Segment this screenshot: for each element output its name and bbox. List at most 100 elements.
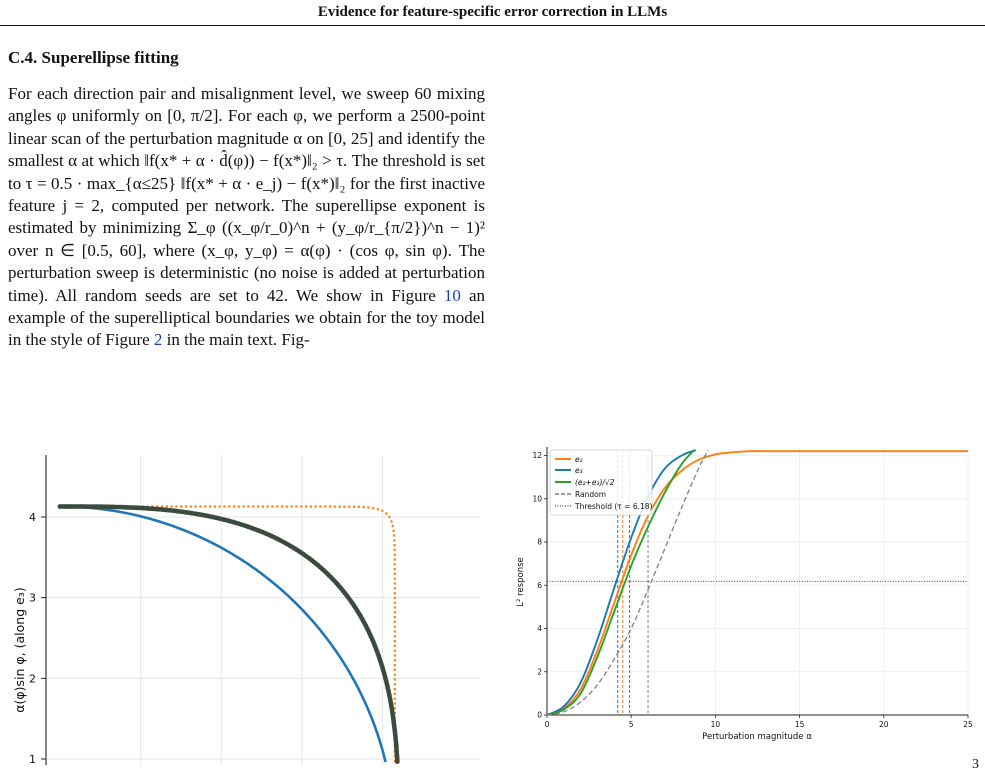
superellipse-dot (240, 522, 246, 528)
superellipse-dot (315, 562, 321, 568)
superellipse-dot (386, 690, 392, 696)
right-y-ticks: 0 2 4 6 8 10 12 (532, 451, 547, 720)
right-y-tick-label-2: 2 (537, 667, 542, 676)
superellipse-dot (383, 678, 389, 684)
superellipse-dot (184, 510, 190, 515)
superellipse-dot (126, 505, 132, 510)
superellipse-dot (211, 514, 217, 520)
superellipse-dot (298, 550, 304, 556)
right-y-tick-label-6: 6 (537, 581, 542, 590)
superellipse-dot (390, 715, 396, 721)
superellipse-dot (352, 605, 358, 610)
superellipse-dot (325, 571, 330, 577)
superellipse-dot (394, 754, 400, 760)
superellipse-dot (355, 609, 361, 615)
superellipse-dot (287, 543, 293, 549)
legend-label-threshold: Threshold (τ = 6.18) (574, 502, 653, 511)
superellipse-dot (390, 710, 395, 716)
superellipse-dot (233, 520, 239, 526)
superellipse-dot (124, 505, 130, 510)
superellipse-dot (167, 507, 173, 513)
left-y-tick-label-4: 4 (29, 511, 36, 524)
superellipse-dot (379, 663, 385, 669)
superellipse-dot (388, 703, 394, 708)
sentence-6-mid: an example of the superelliptical bounda… (8, 285, 485, 350)
superellipse-dot (253, 527, 258, 532)
superellipse-dot (388, 700, 394, 706)
superellipse-dot (311, 559, 317, 565)
superellipse-dot (108, 504, 113, 510)
superellipse-dot (330, 576, 336, 582)
superellipse-dot (313, 561, 319, 566)
response-curve-0 (546, 450, 968, 716)
superellipse-dot (204, 513, 210, 519)
superellipse-dot (326, 573, 332, 578)
sentence-6-post: in the main text. Fig- (166, 330, 310, 350)
superellipse-dot (80, 504, 86, 509)
superellipse-dot (362, 620, 367, 626)
superellipse-dot (196, 512, 202, 517)
superellipse-dot (387, 695, 393, 701)
superellipse-dot (89, 504, 95, 509)
right-x-tick-label-5: 5 (629, 720, 634, 729)
superellipse-dot (134, 505, 139, 511)
superellipse-blue-curve (60, 505, 387, 763)
superellipse-dot (303, 553, 308, 559)
superellipse-dot (59, 504, 65, 509)
legend-label-e2: e₂ (575, 455, 583, 464)
superellipse-dot (245, 524, 251, 530)
superellipse-dot (110, 504, 116, 510)
right-y-tick-label-0: 0 (537, 711, 542, 720)
superellipse-dot (369, 637, 375, 642)
superellipse-dot (206, 513, 212, 519)
superellipse-dot (276, 537, 282, 543)
superellipse-dot (391, 717, 396, 723)
superellipse-dot (103, 504, 109, 510)
superellipse-dot (392, 725, 397, 730)
superellipse-dot (323, 569, 328, 575)
right-y-tick-label-12: 12 (532, 451, 542, 460)
superellipse-dot (376, 653, 382, 659)
superellipse-dot (57, 504, 63, 509)
body-paragraph: For each direction pair and misalignment… (8, 83, 485, 352)
superellipse-dot (390, 712, 396, 718)
superellipse-dot (174, 508, 180, 514)
superellipse-dot (98, 504, 104, 510)
superellipse-dot (294, 547, 300, 553)
superellipse-dot (179, 509, 185, 515)
figure-10-link[interactable]: 10 (443, 285, 461, 305)
superellipse-dot (378, 658, 383, 664)
superellipse-dot (394, 747, 399, 752)
superellipse-dot (223, 517, 229, 523)
superellipse-dot (380, 666, 386, 671)
figure-2-link[interactable]: 2 (153, 330, 163, 350)
superellipse-dot (264, 531, 270, 537)
superellipse-dot (260, 529, 265, 535)
superellipse-dot (364, 625, 370, 631)
superellipse-dot (153, 506, 158, 512)
superellipse-dot (391, 720, 397, 726)
superellipse-dot (389, 705, 395, 711)
superellipse-dot (343, 592, 349, 598)
section-title: C.4. Superellipse fitting (8, 48, 179, 68)
superellipse-dot (368, 634, 374, 640)
superellipse-dot (75, 504, 81, 509)
superellipse-dot (228, 519, 234, 524)
superellipse-dot (199, 512, 205, 518)
superellipse-dot (370, 639, 376, 645)
superellipse-dot (283, 540, 289, 546)
superellipse-dot (96, 504, 102, 510)
superellipse-dot (209, 514, 214, 520)
superellipse-dot (138, 505, 144, 511)
superellipse-dot (393, 739, 399, 745)
superellipse-dot (335, 582, 341, 588)
left-y-tick-label-2: 2 (29, 672, 36, 685)
superellipse-dot (182, 509, 187, 515)
legend: e₂ e₃ (e₂+e₃)/√2 Random Threshold (τ = 6… (549, 449, 653, 516)
superellipse-dot (160, 507, 166, 512)
superellipse-dot (131, 505, 137, 511)
superellipse-dot (157, 507, 163, 512)
superellipse-dot (292, 546, 298, 551)
sentence-6-pre: We show in Figure (295, 285, 436, 305)
right-y-tick-label-4: 4 (537, 624, 542, 633)
